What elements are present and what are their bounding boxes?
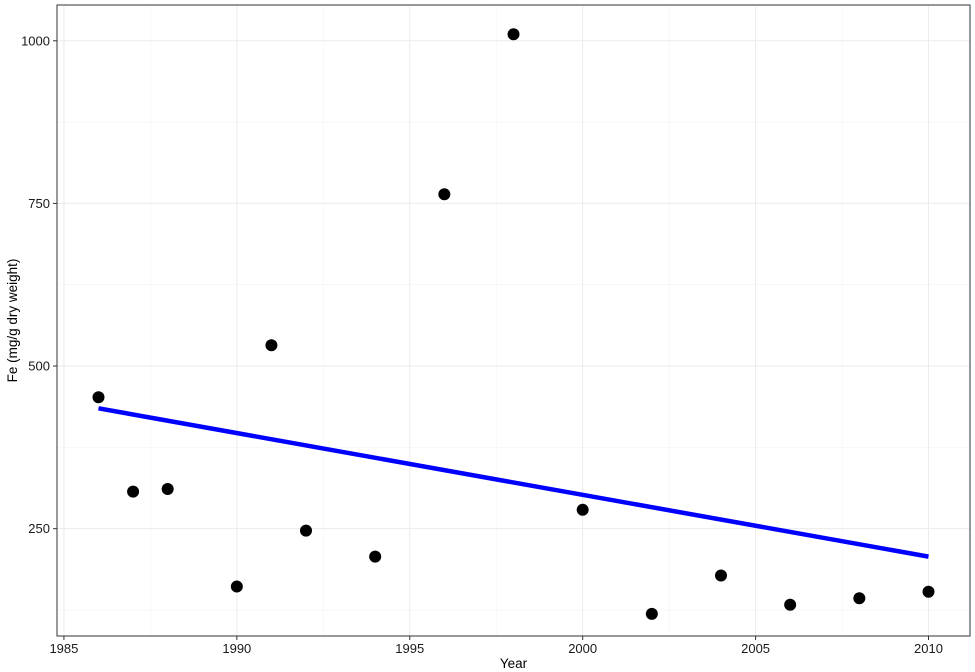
regression-trend-line: [98, 406, 929, 559]
data-point-1991: [265, 339, 278, 352]
y-tick-label: 1000: [21, 33, 50, 48]
data-point-1986: [92, 391, 105, 404]
y-axis-tick-labels: 250 500 750 1000: [21, 33, 50, 536]
data-point-1996: [438, 188, 451, 201]
data-point-2006: [784, 598, 797, 611]
x-axis-title: Year: [500, 656, 528, 671]
data-point-2004: [715, 569, 727, 582]
data-point-2002: [645, 607, 658, 620]
data-point-2010: [922, 585, 935, 598]
x-tick-label: 1995: [395, 641, 424, 656]
axis-ticks: [53, 40, 929, 640]
data-point-1994: [369, 550, 382, 563]
trend-line-layer: [98, 406, 929, 559]
data-point-2000: [576, 503, 589, 516]
x-tick-label: 2000: [568, 641, 597, 656]
x-tick-label: 1985: [49, 641, 78, 656]
y-tick-label: 750: [28, 196, 50, 211]
data-point-1992: [300, 524, 312, 537]
data-point-1998: [507, 28, 520, 41]
data-point-1990: [230, 580, 243, 593]
data-point-1987: [127, 485, 140, 498]
x-axis-tick-labels: 1985 1990 1995 2000 2005 2010: [49, 641, 943, 656]
y-tick-label: 250: [28, 521, 50, 536]
data-point-2008: [853, 592, 866, 605]
x-tick-label: 2005: [741, 641, 770, 656]
x-tick-label: 2010: [914, 641, 943, 656]
x-tick-label: 1990: [222, 641, 251, 656]
y-axis-title: Fe (mg/g dry weight): [5, 259, 20, 383]
plot-border: [56, 4, 971, 637]
data-points: [92, 28, 935, 620]
grid-lines: [57, 5, 970, 636]
plot-background: [57, 5, 970, 636]
data-point-1988: [161, 482, 174, 495]
y-tick-label: 500: [28, 359, 50, 374]
